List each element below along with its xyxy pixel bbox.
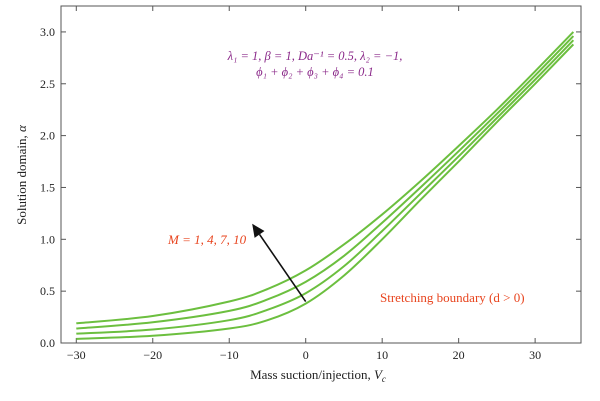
series-line-4 — [76, 43, 575, 340]
series-line-3 — [76, 39, 575, 335]
ticks: −30 −20 −10 0 10 20 30 0.0 0.5 1.0 1.5 2.0 2.5 3.0 — [40, 6, 581, 362]
x-tick-label: 10 — [376, 348, 388, 362]
boundary-label: Stretching boundary (d > 0) — [380, 290, 525, 305]
plot-frame — [60, 5, 582, 344]
m-arrow — [252, 223, 307, 302]
x-tick-label: 30 — [529, 348, 541, 362]
y-tick-label: 1.5 — [40, 180, 55, 194]
series-line-1 — [76, 31, 575, 325]
arrow-head — [252, 223, 265, 238]
y-tick-label: 0.5 — [40, 284, 55, 298]
x-tick-label: 0 — [303, 348, 309, 362]
y-tick-label: 3.0 — [40, 25, 55, 39]
y-tick-label: 2.0 — [40, 129, 55, 143]
x-tick-label: −10 — [220, 348, 239, 362]
y-axis-title: Solution domain, α — [14, 124, 29, 225]
y-tick-label: 0.0 — [40, 336, 55, 350]
arrow-line — [258, 234, 307, 302]
series-group — [76, 31, 575, 340]
series-line-2 — [76, 35, 575, 330]
y-tick-label: 2.5 — [40, 77, 55, 91]
x-tick-label: −20 — [143, 348, 162, 362]
m-label: M = 1, 4, 7, 10 — [167, 232, 247, 247]
params-line-1: λ₁ = 1, β = 1, Da⁻¹ = 0.5, λ₂ = −1, — [227, 49, 403, 63]
x-tick-label: 20 — [453, 348, 465, 362]
x-axis-title: Mass suction/injection, Vc — [250, 367, 386, 384]
y-tick-label: 1.0 — [40, 232, 55, 246]
x-tick-label: −30 — [67, 348, 86, 362]
params-line-2: ϕ₁ + ϕ₂ + ϕ₃ + ϕ₄ = 0.1 — [256, 65, 374, 79]
